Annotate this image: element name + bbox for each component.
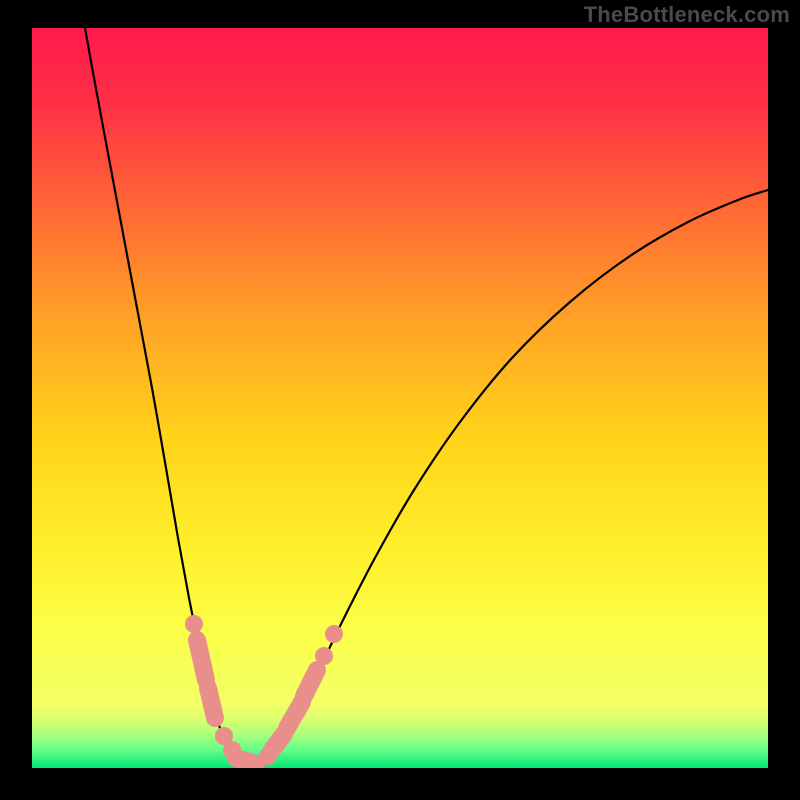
marker-pill xyxy=(208,688,215,718)
curve-layer xyxy=(32,28,768,768)
marker-dot xyxy=(185,615,203,633)
marker-group xyxy=(185,615,343,765)
marker-dot xyxy=(325,625,343,643)
v-curve-path xyxy=(85,28,768,766)
marker-pill xyxy=(272,734,284,750)
marker-dot xyxy=(315,647,333,665)
plot-area xyxy=(32,28,768,768)
marker-pill xyxy=(197,640,206,680)
chart-root: TheBottleneck.com xyxy=(0,0,800,800)
marker-pill xyxy=(236,758,256,764)
marker-pill xyxy=(287,702,302,728)
marker-pill xyxy=(304,670,317,696)
watermark-text: TheBottleneck.com xyxy=(584,2,790,28)
